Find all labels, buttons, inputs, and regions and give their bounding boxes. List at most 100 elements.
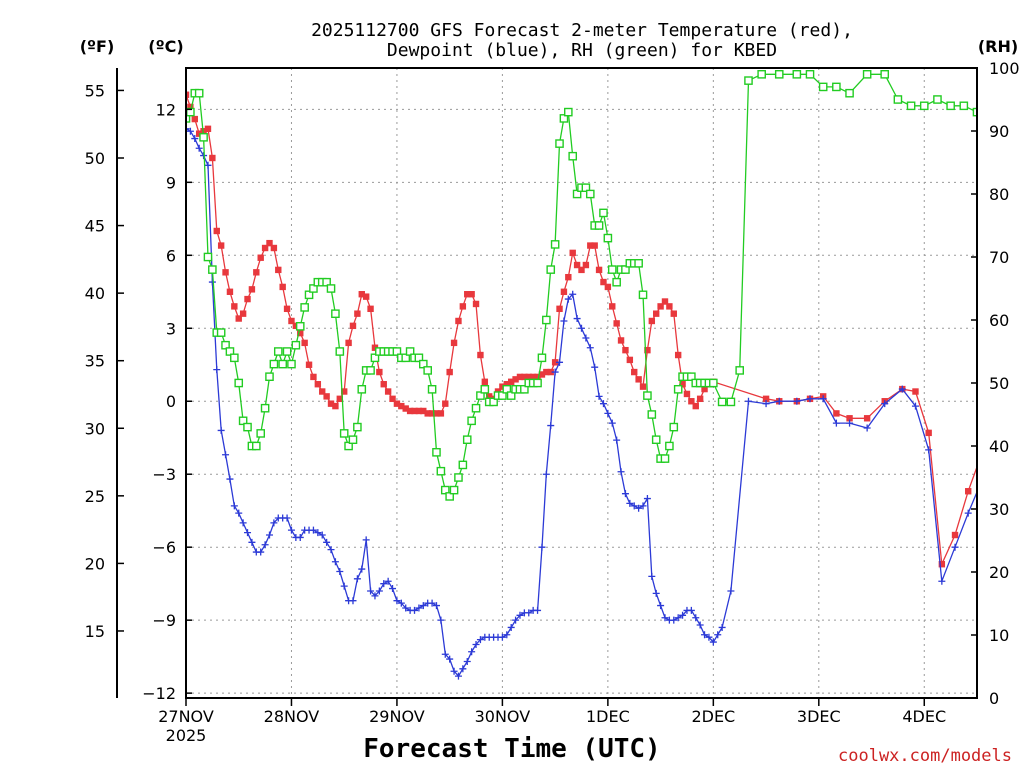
data-point: [437, 410, 445, 417]
data-point: [423, 366, 432, 375]
data-point: [863, 424, 871, 432]
data-point: [468, 648, 476, 656]
data-point: [283, 514, 291, 522]
data-point: [669, 422, 679, 432]
data-point: [481, 378, 489, 385]
data-point: [450, 339, 458, 347]
data-point: [617, 337, 625, 344]
x-tick-label: 4DEC: [902, 707, 946, 726]
data-point: [569, 290, 577, 298]
celsius-tick-label: 6: [166, 246, 176, 265]
data-point: [498, 391, 507, 400]
data-point: [213, 366, 221, 374]
x-tick-label: 1DEC: [586, 707, 630, 726]
data-point: [191, 135, 199, 143]
data-point: [265, 531, 273, 539]
data-point: [631, 368, 638, 376]
data-point: [550, 240, 560, 249]
celsius-tick-label: 3: [166, 319, 176, 338]
data-point: [938, 561, 946, 568]
data-point: [440, 485, 450, 495]
data-point: [582, 334, 590, 342]
celsius-tick-label: 9: [166, 173, 176, 192]
data-point: [503, 381, 510, 388]
data-point: [353, 422, 362, 432]
data-point: [595, 266, 603, 274]
data-point: [717, 397, 727, 407]
data-point: [287, 526, 295, 534]
data-point: [204, 161, 212, 169]
data-point: [972, 107, 977, 117]
data-point: [542, 315, 551, 325]
data-point: [538, 543, 546, 551]
data-point: [696, 395, 704, 403]
data-point: [222, 269, 229, 276]
data-point: [547, 368, 554, 376]
data-point: [775, 397, 783, 405]
data-point: [832, 82, 841, 92]
data-point: [217, 426, 225, 434]
data-point: [446, 368, 453, 376]
data-point: [467, 416, 476, 426]
celsius-tick-label: −6: [152, 538, 176, 557]
celsius-tick-label: 0: [166, 392, 176, 411]
data-point: [560, 288, 568, 295]
data-point: [464, 291, 471, 298]
data-point: [472, 300, 480, 308]
data-point: [705, 633, 713, 641]
data-point: [186, 114, 191, 123]
data-point: [226, 475, 234, 483]
data-point: [595, 392, 603, 400]
data-point: [881, 400, 889, 408]
data-point: [594, 221, 604, 230]
data-point: [471, 403, 481, 413]
data-point: [617, 468, 625, 476]
data-point: [893, 95, 903, 104]
data-point: [349, 322, 357, 330]
fahrenheit-unit-label: (ºF): [80, 37, 115, 56]
celsius-tick-label: 12: [156, 100, 176, 119]
data-point: [411, 606, 419, 614]
data-point: [376, 368, 383, 376]
data-point: [204, 125, 212, 133]
data-point: [270, 244, 278, 252]
data-point: [537, 353, 547, 363]
data-point: [674, 614, 682, 622]
data-point: [278, 359, 287, 369]
data-point: [371, 592, 379, 600]
chart-title-line-2: Dewpoint (blue), RH (green) for KBED: [387, 40, 777, 61]
data-point: [862, 69, 872, 79]
data-point: [441, 650, 449, 658]
data-point: [318, 531, 326, 539]
data-point: [397, 599, 405, 607]
data-point: [665, 441, 674, 451]
data-point: [498, 633, 506, 641]
data-point: [257, 548, 265, 556]
x-tick-label: 3DEC: [797, 707, 841, 726]
data-point: [362, 536, 370, 544]
data-point: [402, 405, 409, 412]
data-point: [392, 347, 402, 356]
data-point: [449, 485, 459, 495]
data-point: [489, 397, 498, 407]
celsius-unit-label: (ºC): [148, 37, 183, 56]
data-point: [428, 410, 436, 417]
data-point: [556, 358, 564, 366]
rh-tick-label: 60: [989, 311, 1009, 330]
data-point: [187, 103, 194, 111]
data-point: [455, 317, 462, 325]
rh-unit-label: (RH): [978, 37, 1018, 56]
data-point: [832, 419, 840, 427]
data-point: [533, 378, 542, 388]
data-point: [608, 419, 616, 427]
data-point: [626, 356, 634, 364]
data-point: [661, 614, 669, 622]
data-point: [269, 359, 279, 369]
data-point: [235, 315, 242, 322]
data-point: [275, 266, 282, 274]
data-point: [371, 344, 379, 351]
data-point: [612, 277, 621, 287]
chart-title-line-1: 2025112700 GFS Forecast 2-meter Temperat…: [311, 20, 853, 41]
data-point: [476, 636, 484, 644]
axes: 555045403530252015129630−3−6−9−121009080…: [85, 59, 1020, 745]
